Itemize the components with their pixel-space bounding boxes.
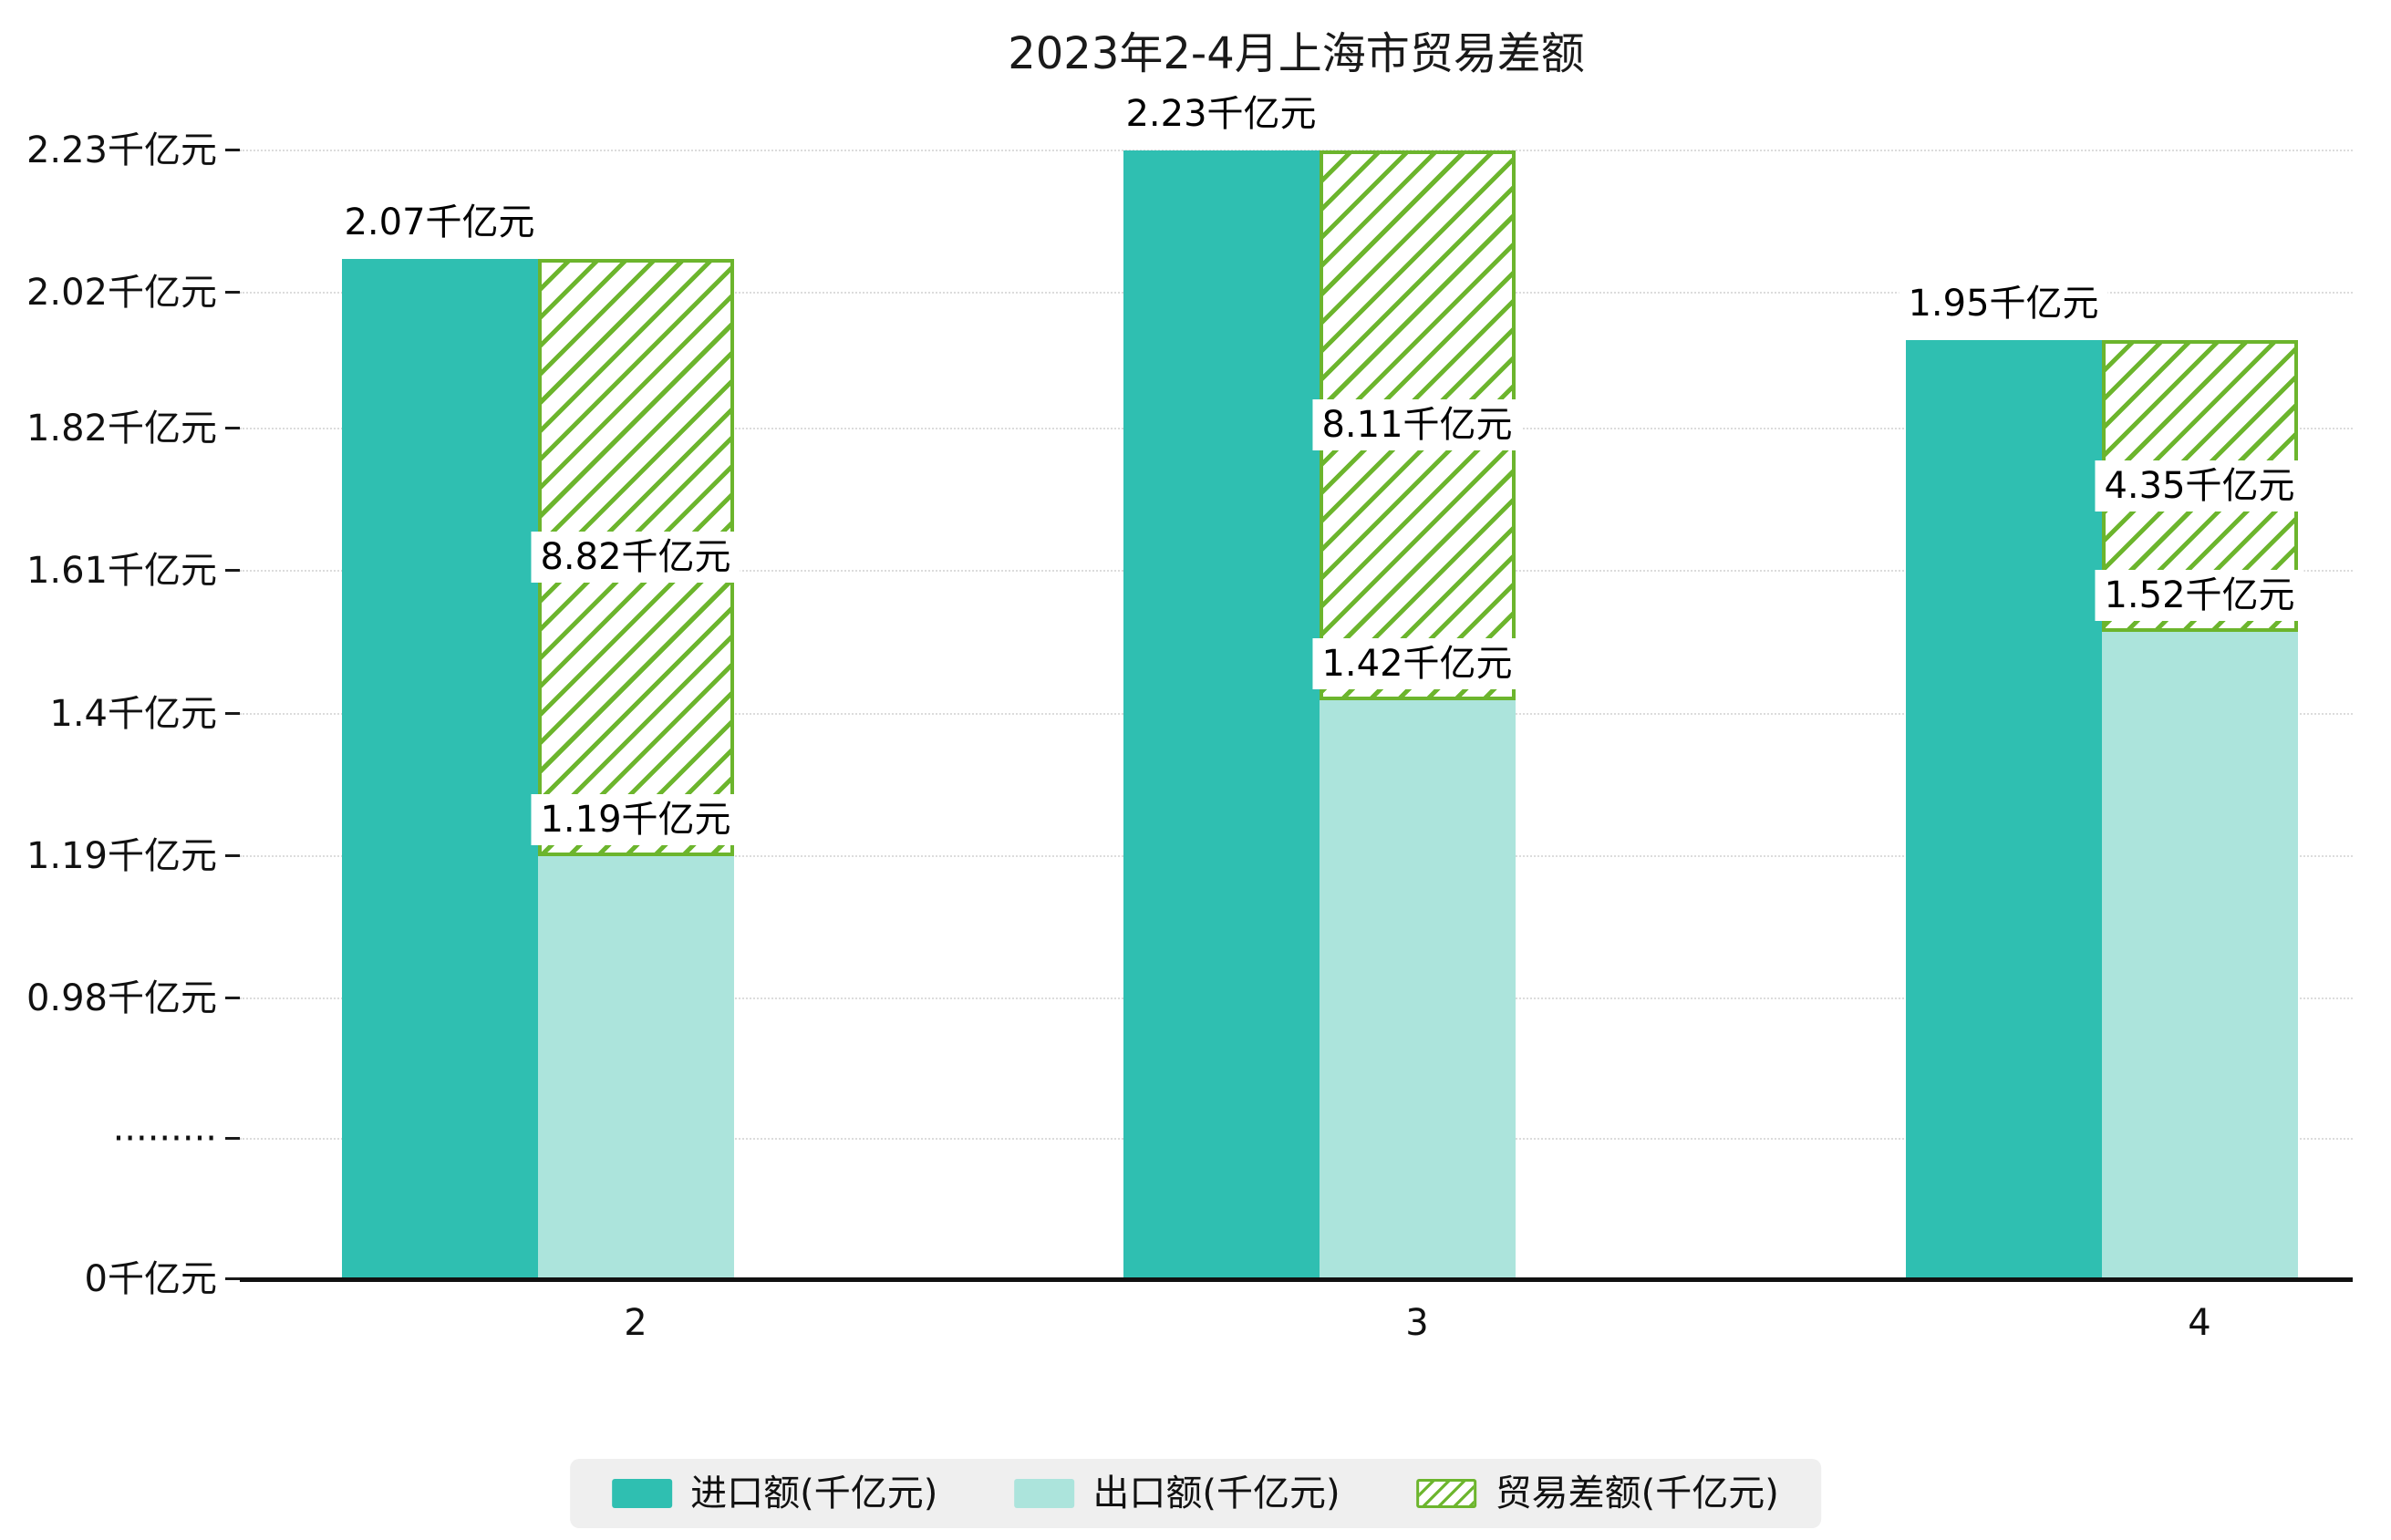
x-axis-tick-label-2: 2 bbox=[624, 1302, 647, 1344]
y-axis-tick-mark bbox=[225, 853, 240, 857]
legend-label-export: 出口额(千亿元) bbox=[1092, 1473, 1340, 1514]
legend-label-trade-balance: 贸易差额(千亿元) bbox=[1495, 1473, 1779, 1514]
export-bar-month-4 bbox=[2101, 632, 2298, 1279]
y-axis-tick-mark bbox=[225, 291, 240, 295]
export-bar-month-3 bbox=[1319, 699, 1516, 1279]
y-axis-tick-label: 1.19千亿元 bbox=[26, 834, 217, 877]
y-axis-tick-label: 1.4千亿元 bbox=[49, 692, 217, 735]
import-legend-swatch-icon bbox=[612, 1479, 673, 1508]
y-axis-tick-label: ········· bbox=[112, 1118, 217, 1160]
y-axis-tick-mark bbox=[225, 569, 240, 573]
y-axis-tick-label: 0千亿元 bbox=[84, 1258, 217, 1300]
x-axis-tick-label-4: 4 bbox=[2188, 1302, 2211, 1344]
legend-item-trade-balance: 贸易差额(千亿元) bbox=[1416, 1472, 1779, 1515]
trade-balance-value-label-month-3: 8.11千亿元 bbox=[1312, 399, 1522, 451]
trade-balance-legend-swatch-icon bbox=[1416, 1479, 1477, 1508]
y-axis-tick-label: 2.23千亿元 bbox=[26, 129, 217, 171]
y-axis-tick-mark bbox=[225, 711, 240, 715]
legend: 进口额(千亿元) 出口额(千亿元) 贸易差额(千亿元) bbox=[570, 1459, 1821, 1528]
import-value-label-month-4: 1.95千亿元 bbox=[1899, 278, 2108, 330]
y-axis-tick-label: 2.02千亿元 bbox=[26, 272, 217, 315]
import-bar-month-2 bbox=[341, 259, 538, 1279]
trade-balance-value-label-month-2: 8.82千亿元 bbox=[531, 532, 740, 584]
legend-item-import: 进口额(千亿元) bbox=[612, 1472, 937, 1515]
y-axis-tick-mark bbox=[225, 1277, 240, 1280]
export-bar-month-2 bbox=[537, 855, 734, 1279]
export-value-label-month-3: 1.42千亿元 bbox=[1312, 637, 1522, 689]
legend-item-export: 出口额(千亿元) bbox=[1014, 1472, 1340, 1515]
export-value-label-month-4: 1.52千亿元 bbox=[2095, 570, 2304, 622]
y-axis-tick-mark bbox=[225, 149, 240, 151]
y-axis-tick-label: 1.82千亿元 bbox=[26, 408, 217, 450]
export-value-label-month-2: 1.19千亿元 bbox=[531, 793, 740, 845]
x-axis-tick-label-3: 3 bbox=[1405, 1302, 1429, 1344]
export-legend-swatch-icon bbox=[1014, 1479, 1075, 1508]
trade-balance-value-label-month-4: 4.35千亿元 bbox=[2095, 460, 2304, 512]
y-axis-tick-label: 0.98千亿元 bbox=[26, 977, 217, 1019]
legend-label-import: 进口额(千亿元) bbox=[690, 1473, 938, 1514]
import-value-label-month-2: 2.07千亿元 bbox=[335, 197, 544, 249]
import-bar-month-3 bbox=[1123, 150, 1320, 1279]
y-axis-tick-mark bbox=[225, 997, 240, 999]
import-bar-month-4 bbox=[1905, 340, 2102, 1279]
chart-title: 2023年2-4月上海市贸易差额 bbox=[1008, 28, 1585, 79]
import-value-label-month-3: 2.23千亿元 bbox=[1116, 88, 1326, 140]
y-axis-tick-label: 1.61千亿元 bbox=[26, 550, 217, 593]
y-axis-tick-mark bbox=[225, 427, 240, 430]
x-axis-line bbox=[240, 1277, 2353, 1282]
y-axis-tick-mark bbox=[225, 1137, 240, 1140]
